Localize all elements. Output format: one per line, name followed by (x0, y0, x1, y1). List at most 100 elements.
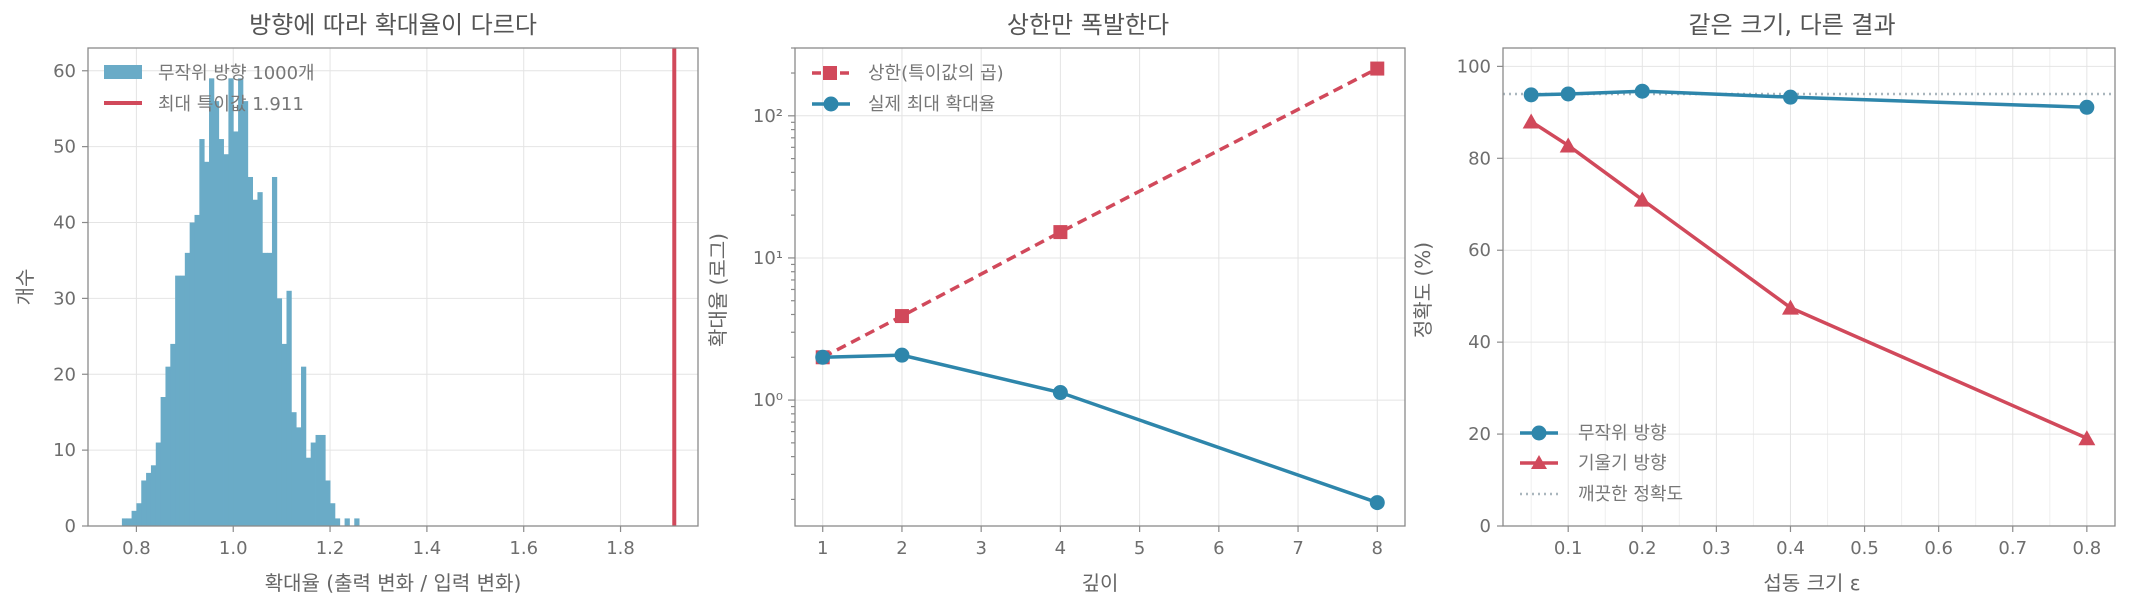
acc-gradient-point (2078, 430, 2096, 446)
hist-legend: 무작위 방향 1000개 최대 특이값 1.911 (104, 63, 315, 115)
depth-bound-point (894, 309, 909, 324)
hist-bar (228, 78, 234, 526)
hist-bar (301, 366, 307, 526)
hist-bar (305, 457, 312, 526)
hist-bar (257, 192, 263, 526)
hist-bar (199, 139, 205, 527)
hist-bar (131, 510, 137, 526)
panel-accuracy: 같은 크기, 다른 결과 0.1 0.2 0.3 0.4 0.5 0.6 0.7 0.8 0 2… (1411, 11, 2116, 595)
depth-series (815, 61, 1385, 511)
acc-title: 같은 크기, 다른 결과 (1688, 11, 1895, 39)
hist-bar (330, 503, 336, 526)
hist-x-tick-label: 1.8 (606, 538, 635, 559)
hist-bar (281, 343, 287, 526)
hist-y-tick-label: 50 (53, 137, 76, 158)
hist-bar (160, 397, 166, 526)
hist-bar (354, 518, 360, 526)
hist-bar (170, 343, 176, 526)
depth-actual-point (1052, 385, 1068, 401)
acc-legend-label-gradient: 기울기 방향 (1578, 453, 1667, 474)
hist-y-ticks: 0 10 20 30 40 50 60 (53, 61, 88, 537)
depth-frame (794, 47, 1406, 527)
hist-x-tick-label: 1.4 (413, 538, 442, 559)
depth-x-label: 깊이 (1082, 571, 1119, 595)
hist-bar (315, 434, 321, 526)
hist-frame (87, 47, 699, 527)
depth-x-tick-label: 8 (1372, 538, 1383, 559)
hist-bar (136, 503, 142, 526)
acc-y-ticks: 0 20 40 60 80 100 (1457, 56, 1503, 537)
acc-random-point (1782, 89, 1798, 105)
depth-actual-line (822, 353, 1378, 505)
hist-bar (223, 154, 229, 526)
acc-y-tick-label: 40 (1468, 332, 1491, 353)
depth-legend: 상한(특이값의 곱) 실제 최대 확대율 (812, 63, 1004, 115)
depth-actual-point (1369, 495, 1385, 511)
hist-bar (179, 275, 186, 526)
depth-legend-marker-bound (823, 66, 837, 80)
hist-bar (126, 518, 132, 526)
hist-bar (194, 214, 200, 526)
hist-bar (121, 518, 128, 526)
panel-histogram: 방향에 따라 확대율이 다르다 0.8 1.0 1.2 1.4 1.6 1.8 0 10 20… (13, 11, 699, 595)
hist-bar (291, 412, 297, 526)
depth-y-label: 확대율 (로그) (706, 233, 730, 347)
acc-y-tick-label: 0 (1480, 516, 1491, 537)
hist-y-label: 개수 (13, 269, 37, 306)
acc-x-tick-label: 0.6 (1924, 538, 1953, 559)
acc-x-tick-label: 0.2 (1628, 538, 1657, 559)
acc-x-tick-label: 0.5 (1850, 538, 1879, 559)
depth-title: 상한만 폭발한다 (1007, 11, 1169, 39)
acc-legend-marker-gradient (1531, 455, 1547, 469)
acc-y-tick-label: 60 (1468, 240, 1491, 261)
hist-bar (189, 222, 195, 526)
hist-bar (271, 176, 278, 526)
hist-bar (262, 252, 268, 526)
hist-bar (155, 442, 162, 526)
hist-x-ticks: 0.8 1.0 1.2 1.4 1.6 1.8 (122, 526, 635, 559)
acc-y-tick-label: 100 (1457, 56, 1491, 77)
hist-x-tick-label: 1.0 (219, 538, 248, 559)
depth-legend-label-actual: 실제 최대 확대율 (868, 94, 995, 115)
depth-x-tick-label: 2 (896, 538, 907, 559)
hist-y-tick-label: 60 (53, 61, 76, 82)
depth-bound-line (821, 67, 1379, 359)
depth-x-tick-label: 4 (1055, 538, 1066, 559)
depth-y-tick-label: 10⁰ (753, 390, 783, 411)
depth-x-tick-label: 1 (817, 538, 828, 559)
hist-y-tick-label: 40 (53, 213, 76, 234)
acc-y-tick-label: 20 (1468, 424, 1491, 445)
hist-legend-label-line: 최대 특이값 1.911 (158, 94, 304, 115)
depth-x-tick-label: 7 (1292, 538, 1303, 559)
hist-legend-swatch-bars (104, 65, 142, 79)
hist-bar (286, 290, 292, 526)
hist-bar (233, 131, 239, 526)
hist-bar (267, 252, 273, 526)
hist-y-tick-label: 0 (65, 516, 76, 537)
hist-bar (276, 298, 283, 526)
hist-x-label: 확대율 (출력 변화 / 입력 변화) (265, 571, 522, 595)
depth-legend-label-bound: 상한(특이값의 곱) (868, 63, 1004, 84)
depth-x-tick-label: 5 (1134, 538, 1145, 559)
acc-x-tick-label: 0.3 (1702, 538, 1731, 559)
hist-bar (213, 101, 220, 526)
acc-legend-label-clean: 깨끗한 정확도 (1578, 484, 1683, 505)
hist-bar (247, 176, 254, 526)
hist-bar (141, 480, 147, 526)
hist-y-tick-label: 20 (53, 364, 76, 385)
acc-random-point (2079, 99, 2095, 115)
hist-bar (334, 518, 341, 526)
acc-y-tick-label: 80 (1468, 148, 1491, 169)
acc-legend-label-random: 무작위 방향 (1578, 423, 1667, 444)
depth-bound-point (1053, 225, 1068, 240)
acc-legend-marker-random (1531, 425, 1547, 441)
acc-random-point (1634, 83, 1650, 99)
hist-bar (320, 434, 326, 526)
depth-y-tick-label: 10² (753, 106, 783, 127)
acc-frame (1502, 47, 2116, 527)
hist-bar (165, 366, 171, 526)
depth-bound-point (1370, 61, 1385, 76)
acc-x-tick-label: 0.8 (2073, 538, 2102, 559)
